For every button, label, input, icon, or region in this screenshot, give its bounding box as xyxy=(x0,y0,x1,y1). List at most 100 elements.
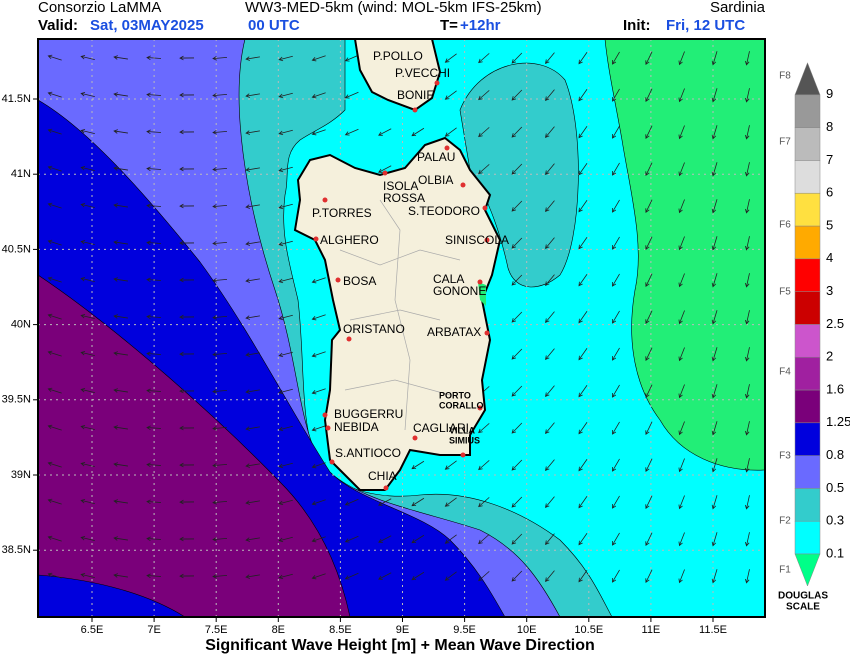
direction-arrow xyxy=(545,385,555,398)
direction-arrow xyxy=(578,459,588,472)
direction-arrow xyxy=(612,347,620,361)
direction-arrow xyxy=(113,277,128,282)
legend-level: 8 xyxy=(826,119,833,134)
direction-arrow xyxy=(511,311,523,323)
direction-arrow xyxy=(311,536,326,543)
lat-label: 40N xyxy=(11,319,31,331)
legend-level: 0.8 xyxy=(826,447,844,462)
direction-arrow xyxy=(113,314,128,319)
direction-arrow xyxy=(146,92,162,98)
direction-arrow xyxy=(212,93,228,98)
direction-arrow xyxy=(744,125,750,140)
direction-arrow xyxy=(678,532,685,547)
direction-arrow xyxy=(645,310,653,325)
direction-arrow xyxy=(47,128,62,135)
direction-arrow xyxy=(80,313,95,319)
lead: +12hr xyxy=(460,17,501,34)
direction-arrow xyxy=(678,569,685,584)
direction-arrow xyxy=(444,53,457,63)
legend-swatch xyxy=(794,62,821,96)
douglas-label: F7 xyxy=(779,137,791,148)
legend-swatch xyxy=(794,258,821,292)
direction-arrow xyxy=(80,128,95,134)
direction-arrow xyxy=(478,53,490,64)
legend-title: DOUGLAS xyxy=(778,591,828,602)
douglas-label: F5 xyxy=(779,287,791,298)
direction-arrow xyxy=(113,425,128,430)
direction-arrow xyxy=(444,497,457,507)
direction-arrow xyxy=(113,129,128,134)
legend-swatch xyxy=(794,127,821,161)
direction-arrow xyxy=(146,277,162,283)
direction-arrow xyxy=(179,462,195,468)
direction-arrow xyxy=(645,421,653,436)
direction-arrow xyxy=(212,389,228,394)
direction-arrow xyxy=(113,203,128,208)
direction-arrow xyxy=(113,499,128,504)
place-dot xyxy=(335,277,341,283)
direction-arrow xyxy=(212,463,228,468)
direction-arrow xyxy=(645,347,653,362)
legend-swatch xyxy=(794,225,821,260)
direction-arrow xyxy=(311,462,326,469)
direction-arrow xyxy=(578,200,588,213)
direction-arrow xyxy=(311,129,326,136)
direction-arrow xyxy=(378,128,392,136)
direction-arrow xyxy=(678,495,685,510)
direction-arrow xyxy=(47,387,62,394)
direction-arrow xyxy=(212,130,228,135)
direction-arrow xyxy=(478,127,490,138)
lon-label: 11.5E xyxy=(699,624,727,636)
direction-arrow xyxy=(511,200,523,212)
direction-arrow xyxy=(245,278,260,283)
direction-arrow xyxy=(612,88,620,102)
direction-arrow xyxy=(411,534,425,544)
direction-arrow xyxy=(612,310,620,324)
direction-arrow xyxy=(444,534,457,544)
valid-date: Sat, 03MAY2025 xyxy=(90,17,204,34)
direction-arrow xyxy=(711,532,718,547)
direction-arrow xyxy=(678,199,685,214)
direction-arrow xyxy=(146,55,162,61)
direction-arrow xyxy=(311,573,326,580)
direction-arrow xyxy=(711,125,718,140)
direction-arrow xyxy=(113,240,128,245)
direction-arrow xyxy=(179,388,195,394)
direction-arrow xyxy=(344,91,359,99)
direction-arrow xyxy=(245,426,260,431)
direction-arrow xyxy=(113,536,128,541)
lat-label: 40.5N xyxy=(2,243,31,255)
direction-arrow xyxy=(212,278,228,283)
direction-arrow xyxy=(344,128,359,136)
lon-label: 7E xyxy=(147,624,160,636)
direction-arrow xyxy=(545,89,555,102)
direction-arrow xyxy=(179,536,195,542)
place-dot xyxy=(313,236,319,242)
direction-arrow xyxy=(478,90,490,101)
direction-arrow xyxy=(444,571,457,581)
direction-arrow xyxy=(311,277,326,284)
direction-arrow xyxy=(113,92,128,97)
org: Consorzio LaMMA xyxy=(38,0,161,16)
direction-arrow xyxy=(146,166,162,172)
direction-arrow xyxy=(678,162,685,177)
legend-level: 4 xyxy=(826,250,833,265)
direction-arrow xyxy=(545,274,555,287)
direction-arrow xyxy=(146,351,162,357)
direction-arrow xyxy=(80,461,95,467)
direction-arrow xyxy=(578,89,588,102)
direction-arrow xyxy=(612,421,620,435)
legend-level: 2 xyxy=(826,349,833,364)
place-label: VILLA xyxy=(449,425,475,435)
direction-arrow xyxy=(212,500,228,505)
direction-arrow xyxy=(278,351,293,358)
direction-arrow xyxy=(744,88,750,103)
direction-arrow xyxy=(47,91,62,98)
direction-arrow xyxy=(478,571,490,582)
legend-swatch xyxy=(794,455,821,489)
direction-arrow xyxy=(113,462,128,467)
direction-arrow xyxy=(545,422,555,435)
direction-arrow xyxy=(578,311,588,324)
direction-arrow xyxy=(612,125,620,139)
